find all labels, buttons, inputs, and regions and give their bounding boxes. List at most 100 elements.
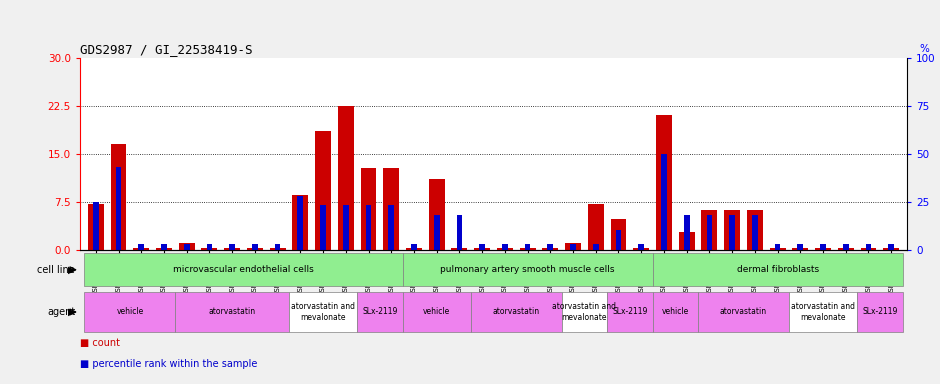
Bar bbox=[343, 205, 349, 250]
Bar bbox=[729, 215, 735, 250]
Bar bbox=[116, 167, 121, 250]
Bar bbox=[274, 244, 280, 250]
Bar bbox=[201, 248, 217, 250]
Text: atorvastatin: atorvastatin bbox=[209, 308, 256, 316]
Bar bbox=[179, 243, 195, 250]
Bar bbox=[821, 244, 826, 250]
Bar bbox=[85, 253, 402, 286]
Text: ■ count: ■ count bbox=[80, 338, 120, 348]
Bar bbox=[289, 292, 357, 332]
Bar bbox=[315, 131, 331, 250]
Bar bbox=[451, 248, 467, 250]
Bar bbox=[520, 248, 536, 250]
Text: pulmonary artery smooth muscle cells: pulmonary artery smooth muscle cells bbox=[440, 265, 615, 274]
Bar bbox=[411, 244, 416, 250]
Bar bbox=[497, 248, 513, 250]
Bar bbox=[661, 154, 666, 250]
Text: microvascular endothelial cells: microvascular endothelial cells bbox=[173, 265, 314, 274]
Bar bbox=[384, 168, 400, 250]
Bar bbox=[607, 292, 652, 332]
Bar bbox=[176, 292, 289, 332]
Bar bbox=[698, 292, 789, 332]
Bar bbox=[93, 202, 99, 250]
Bar bbox=[457, 215, 462, 250]
Bar bbox=[434, 215, 440, 250]
Bar bbox=[321, 205, 326, 250]
Bar bbox=[843, 244, 849, 250]
Bar bbox=[701, 210, 717, 250]
Text: atorvastatin and
mevalonate: atorvastatin and mevalonate bbox=[291, 302, 355, 322]
Bar bbox=[838, 248, 854, 250]
Bar bbox=[797, 244, 803, 250]
Text: atorvastatin: atorvastatin bbox=[720, 308, 767, 316]
Text: atorvastatin: atorvastatin bbox=[493, 308, 540, 316]
Bar bbox=[707, 215, 713, 250]
Bar bbox=[429, 179, 445, 250]
Bar bbox=[542, 248, 558, 250]
Bar bbox=[789, 292, 857, 332]
Bar bbox=[402, 292, 471, 332]
Bar bbox=[156, 248, 172, 250]
Bar bbox=[792, 248, 808, 250]
Bar bbox=[161, 244, 166, 250]
Bar bbox=[247, 248, 263, 250]
Bar bbox=[292, 195, 308, 250]
Bar bbox=[361, 168, 376, 250]
Bar bbox=[270, 248, 286, 250]
Bar bbox=[133, 248, 149, 250]
Bar bbox=[87, 204, 103, 250]
Bar bbox=[406, 248, 422, 250]
Bar bbox=[85, 292, 176, 332]
Bar bbox=[402, 253, 652, 286]
Text: atorvastatin and
mevalonate: atorvastatin and mevalonate bbox=[553, 302, 617, 322]
Bar bbox=[337, 106, 353, 250]
Bar bbox=[860, 248, 876, 250]
Text: ▶: ▶ bbox=[68, 307, 75, 317]
Bar bbox=[815, 248, 831, 250]
Text: vehicle: vehicle bbox=[117, 308, 144, 316]
Text: atorvastatin and
mevalonate: atorvastatin and mevalonate bbox=[791, 302, 855, 322]
Bar bbox=[679, 232, 695, 250]
Bar bbox=[565, 243, 581, 250]
Bar bbox=[525, 244, 530, 250]
Bar bbox=[775, 244, 780, 250]
Bar bbox=[225, 248, 240, 250]
Text: dermal fibroblasts: dermal fibroblasts bbox=[737, 265, 819, 274]
Bar bbox=[547, 244, 553, 250]
Bar bbox=[611, 219, 626, 250]
Bar bbox=[474, 248, 490, 250]
Bar bbox=[471, 292, 562, 332]
Text: %: % bbox=[919, 44, 930, 54]
Text: cell line: cell line bbox=[38, 265, 75, 275]
Text: vehicle: vehicle bbox=[662, 308, 689, 316]
Bar bbox=[502, 244, 508, 250]
Bar bbox=[562, 292, 607, 332]
Bar bbox=[388, 205, 394, 250]
Bar bbox=[884, 248, 900, 250]
Bar bbox=[297, 196, 304, 250]
Bar bbox=[479, 244, 485, 250]
Text: ▶: ▶ bbox=[68, 265, 75, 275]
Bar bbox=[656, 115, 672, 250]
Bar bbox=[366, 205, 371, 250]
Bar bbox=[752, 215, 758, 250]
Text: GDS2987 / GI_22538419-S: GDS2987 / GI_22538419-S bbox=[80, 43, 253, 56]
Bar bbox=[638, 244, 644, 250]
Bar bbox=[857, 292, 902, 332]
Bar bbox=[652, 253, 902, 286]
Bar bbox=[588, 204, 603, 250]
Text: vehicle: vehicle bbox=[423, 308, 450, 316]
Bar bbox=[207, 244, 212, 250]
Bar bbox=[357, 292, 402, 332]
Bar bbox=[866, 244, 871, 250]
Bar bbox=[593, 244, 599, 250]
Bar bbox=[571, 244, 576, 250]
Bar bbox=[252, 244, 258, 250]
Bar bbox=[634, 248, 650, 250]
Bar bbox=[747, 210, 762, 250]
Text: agent: agent bbox=[47, 307, 75, 317]
Bar bbox=[138, 244, 144, 250]
Text: SLx-2119: SLx-2119 bbox=[612, 308, 648, 316]
Text: ■ percentile rank within the sample: ■ percentile rank within the sample bbox=[80, 359, 258, 369]
Bar bbox=[616, 230, 621, 250]
